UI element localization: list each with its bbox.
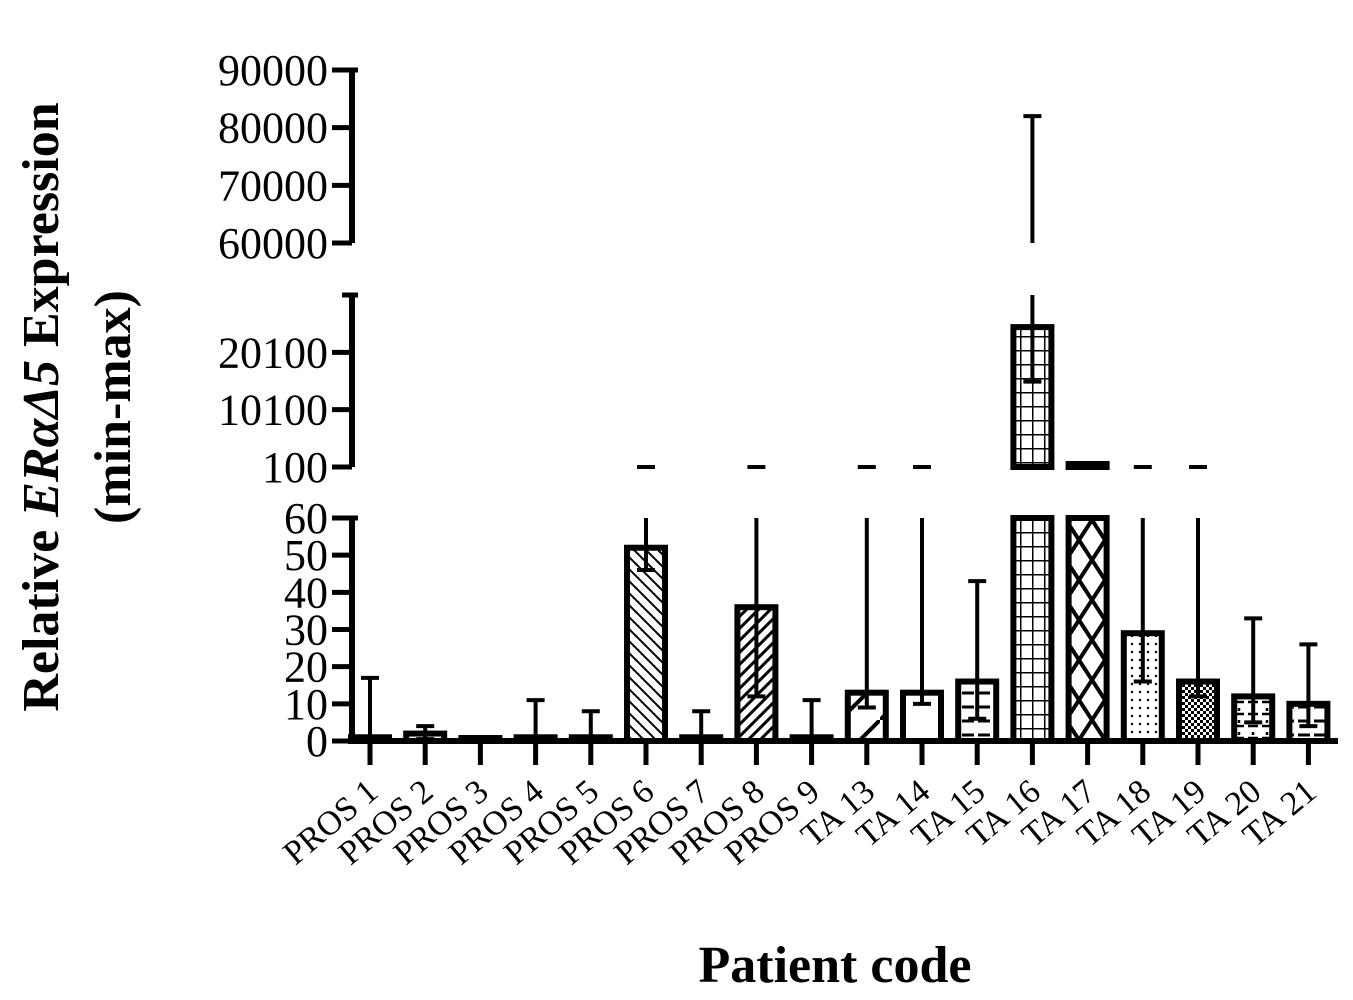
y-tick-label: 0 bbox=[306, 717, 328, 766]
bar bbox=[1010, 515, 1055, 744]
bar bbox=[1065, 515, 1110, 744]
y-tick-label: 80000 bbox=[218, 104, 328, 153]
bar bbox=[900, 689, 944, 745]
y-tick-label: 40 bbox=[284, 568, 328, 617]
y-tick-label: 60 bbox=[284, 494, 328, 543]
y-tick-label: 20100 bbox=[218, 328, 328, 377]
y-axis-title-line2: (min-max) bbox=[85, 290, 142, 524]
y-tick-label: 10 bbox=[284, 680, 328, 729]
y-tick-label: 20 bbox=[284, 643, 328, 692]
y-tick-label: 60000 bbox=[218, 219, 328, 268]
y-tick-label: 70000 bbox=[218, 161, 328, 210]
y-axis-title: Relative ERαΔ5 Expression bbox=[13, 102, 70, 711]
bars bbox=[348, 114, 1331, 745]
y-tick-label: 30 bbox=[284, 606, 328, 655]
y-tick-label: 100 bbox=[262, 443, 328, 492]
y-tick-label: 50 bbox=[284, 531, 328, 580]
x-axis-title: Patient code bbox=[699, 937, 972, 994]
axes bbox=[332, 67, 1338, 765]
bar bbox=[624, 544, 668, 744]
y-tick-label: 10100 bbox=[218, 386, 328, 435]
y-tick-label: 90000 bbox=[218, 46, 328, 95]
